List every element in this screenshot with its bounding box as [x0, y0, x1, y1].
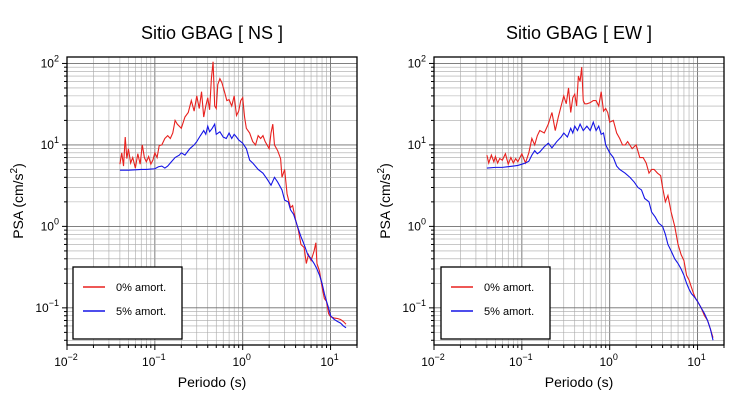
- axis-ticks: [62, 62, 358, 350]
- y-tick-exponent: 2: [421, 53, 426, 63]
- x-tick-label: 10−2: [54, 352, 78, 369]
- x-tick-label: 100: [233, 352, 251, 369]
- y-axis-label-close: ): [10, 163, 26, 168]
- y-axis-label-base: PSA (cm/s: [377, 173, 393, 238]
- x-tick-exponent: 0: [246, 352, 251, 362]
- x-tick-label: 10−1: [509, 352, 533, 369]
- x-tick-base: 10: [320, 355, 334, 369]
- y-axis-label-close: ): [377, 163, 393, 168]
- legend-label-5pct: 5% amort.: [116, 306, 166, 318]
- y-tick-label: 101: [408, 135, 426, 152]
- y-tick-exponent: 1: [421, 135, 426, 145]
- x-tick-label: 100: [600, 352, 618, 369]
- x-tick-exponent: −2: [68, 352, 78, 362]
- y-tick-label: 101: [41, 135, 59, 152]
- x-axis-label: Periodo (s): [178, 374, 246, 390]
- y-tick-exponent: 2: [54, 53, 59, 63]
- y-tick-label: 10−1: [35, 298, 59, 315]
- y-tick-base: 10: [35, 301, 49, 315]
- series-line-0pct-damping: [119, 61, 347, 325]
- y-tick-base: 10: [408, 138, 422, 152]
- legend-box: [440, 266, 551, 340]
- x-tick-base: 10: [421, 355, 435, 369]
- y-tick-label: 10−1: [402, 298, 426, 315]
- y-tick-base: 10: [408, 219, 422, 233]
- legend: 0% amort. 5% amort.: [440, 266, 551, 340]
- y-tick-base: 10: [402, 301, 416, 315]
- y-tick-exponent: −1: [49, 298, 59, 308]
- x-tick-exponent: −1: [522, 352, 532, 362]
- x-tick-base: 10: [600, 355, 614, 369]
- x-tick-label: 101: [687, 352, 705, 369]
- y-tick-base: 10: [41, 138, 55, 152]
- y-tick-exponent: 0: [421, 216, 426, 226]
- legend-label-5pct: 5% amort.: [484, 306, 534, 318]
- y-tick-label: 102: [408, 53, 426, 70]
- x-tick-base: 10: [687, 355, 701, 369]
- y-tick-base: 10: [41, 56, 55, 70]
- y-axis-label: PSA (cm/s2): [376, 163, 393, 239]
- chart-title: Sitio GBAG [ EW ]: [506, 23, 652, 43]
- x-tick-exponent: 1: [334, 352, 339, 362]
- plot-frame: [66, 56, 358, 346]
- y-tick-label: 100: [41, 216, 59, 233]
- x-tick-base: 10: [233, 355, 247, 369]
- legend-label-0pct: 0% amort.: [116, 282, 166, 294]
- series-line-0pct-damping: [486, 67, 714, 338]
- plot-frame: [433, 56, 725, 346]
- y-tick-label: 102: [41, 53, 59, 70]
- x-tick-label: 10−1: [142, 352, 166, 369]
- x-tick-base: 10: [509, 355, 523, 369]
- y-tick-exponent: −1: [416, 298, 426, 308]
- y-tick-exponent: 0: [54, 216, 59, 226]
- y-axis-label-superscript: 2: [9, 167, 20, 173]
- y-axis-label-base: PSA (cm/s: [10, 173, 26, 238]
- x-tick-exponent: 0: [613, 352, 618, 362]
- y-axis-label-superscript: 2: [376, 167, 387, 173]
- y-axis-label: PSA (cm/s2): [9, 163, 26, 239]
- y-tick-exponent: 1: [54, 135, 59, 145]
- grid: [66, 57, 358, 345]
- y-tick-base: 10: [41, 219, 55, 233]
- legend-box: [72, 266, 183, 340]
- x-tick-exponent: −1: [155, 352, 165, 362]
- x-tick-base: 10: [142, 355, 156, 369]
- legend-label-0pct: 0% amort.: [484, 282, 534, 294]
- axis-ticks: [429, 62, 725, 350]
- series-line-5pct-damping: [119, 122, 347, 329]
- x-tick-label: 101: [320, 352, 338, 369]
- x-tick-exponent: −2: [435, 352, 445, 362]
- x-tick-label: 10−2: [421, 352, 445, 369]
- x-tick-exponent: 1: [701, 352, 706, 362]
- legend: 0% amort. 5% amort.: [72, 266, 183, 340]
- y-tick-base: 10: [408, 56, 422, 70]
- x-tick-base: 10: [54, 355, 68, 369]
- series-line-5pct-damping: [486, 120, 714, 341]
- x-axis-label: Periodo (s): [545, 374, 613, 390]
- chart-title: Sitio GBAG [ NS ]: [141, 23, 283, 43]
- y-tick-label: 100: [408, 216, 426, 233]
